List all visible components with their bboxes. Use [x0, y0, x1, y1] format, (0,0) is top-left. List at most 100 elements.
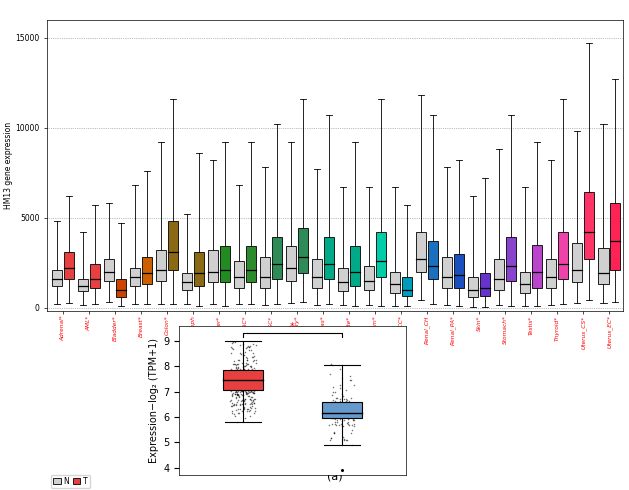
Point [227, 376, 237, 384]
Point [248, 384, 258, 392]
Point [232, 418, 242, 426]
Point [245, 412, 255, 420]
Point [237, 400, 247, 408]
Point [233, 382, 243, 390]
Point [339, 408, 349, 416]
Point [239, 372, 249, 380]
Point [229, 384, 239, 392]
Point [243, 370, 253, 378]
Point [326, 410, 337, 417]
Point [246, 371, 256, 379]
Bar [610, 203, 620, 270]
Bar [598, 248, 608, 284]
Point [243, 375, 253, 383]
Point [331, 411, 341, 418]
Point [238, 366, 248, 374]
Y-axis label: Expression−log₂ (TPM+1): Expression−log₂ (TPM+1) [149, 338, 159, 463]
Point [250, 395, 260, 403]
Point [247, 402, 257, 410]
Point [237, 383, 247, 391]
Point [234, 370, 244, 378]
Bar [520, 271, 530, 293]
Point [328, 401, 338, 409]
Point [228, 378, 238, 386]
Point [242, 407, 252, 415]
Point [238, 349, 248, 357]
Point [235, 392, 245, 400]
Point [247, 365, 257, 372]
Point [233, 405, 243, 413]
Point [238, 373, 248, 381]
Point [242, 378, 252, 386]
Point [230, 367, 240, 374]
Point [246, 345, 256, 353]
Point [337, 374, 347, 382]
Point [235, 365, 245, 373]
Point [332, 406, 342, 414]
Point [246, 369, 256, 377]
Point [239, 351, 249, 359]
Bar [584, 193, 594, 259]
Point [332, 409, 342, 416]
Point [250, 356, 260, 364]
Point [248, 389, 259, 397]
Point [327, 391, 337, 399]
Point [331, 413, 342, 421]
Point [337, 390, 347, 397]
Point [230, 380, 240, 388]
Point [231, 378, 241, 386]
Point [235, 372, 245, 380]
Point [240, 403, 250, 411]
Bar [208, 250, 218, 282]
Point [240, 368, 250, 375]
Point [339, 410, 349, 418]
Point [233, 390, 243, 397]
Point [342, 396, 352, 404]
Point [238, 363, 248, 371]
Point [342, 410, 352, 418]
Point [244, 376, 254, 384]
Point [247, 398, 257, 406]
Point [337, 417, 347, 425]
Point [238, 351, 248, 359]
Bar [532, 245, 542, 288]
Point [248, 353, 258, 361]
Point [239, 362, 249, 370]
Point [228, 389, 238, 397]
Point [228, 361, 238, 368]
Point [326, 415, 337, 422]
Point [344, 397, 354, 405]
Point [245, 379, 255, 387]
Point [335, 405, 345, 413]
Point [325, 414, 335, 422]
Point [338, 416, 348, 424]
Point [244, 380, 254, 388]
Point [239, 365, 249, 373]
Point [250, 407, 260, 415]
Point [349, 416, 359, 424]
Point [232, 369, 242, 377]
Point [239, 396, 249, 404]
Point [240, 381, 250, 389]
Point [233, 363, 243, 371]
Point [247, 400, 257, 408]
Point [243, 366, 253, 373]
Point [237, 378, 247, 386]
Point [341, 436, 351, 444]
Point [230, 412, 240, 420]
Point [245, 380, 255, 388]
Point [248, 368, 258, 375]
Point [338, 433, 348, 441]
Point [235, 400, 245, 408]
Bar [454, 253, 464, 288]
Point [247, 388, 257, 396]
Point [250, 366, 260, 374]
Point [333, 402, 343, 410]
Point [242, 375, 252, 383]
Point [244, 346, 254, 354]
Point [230, 371, 240, 379]
Point [348, 402, 359, 410]
Point [325, 370, 335, 378]
Point [241, 369, 251, 377]
Bar [104, 259, 114, 281]
